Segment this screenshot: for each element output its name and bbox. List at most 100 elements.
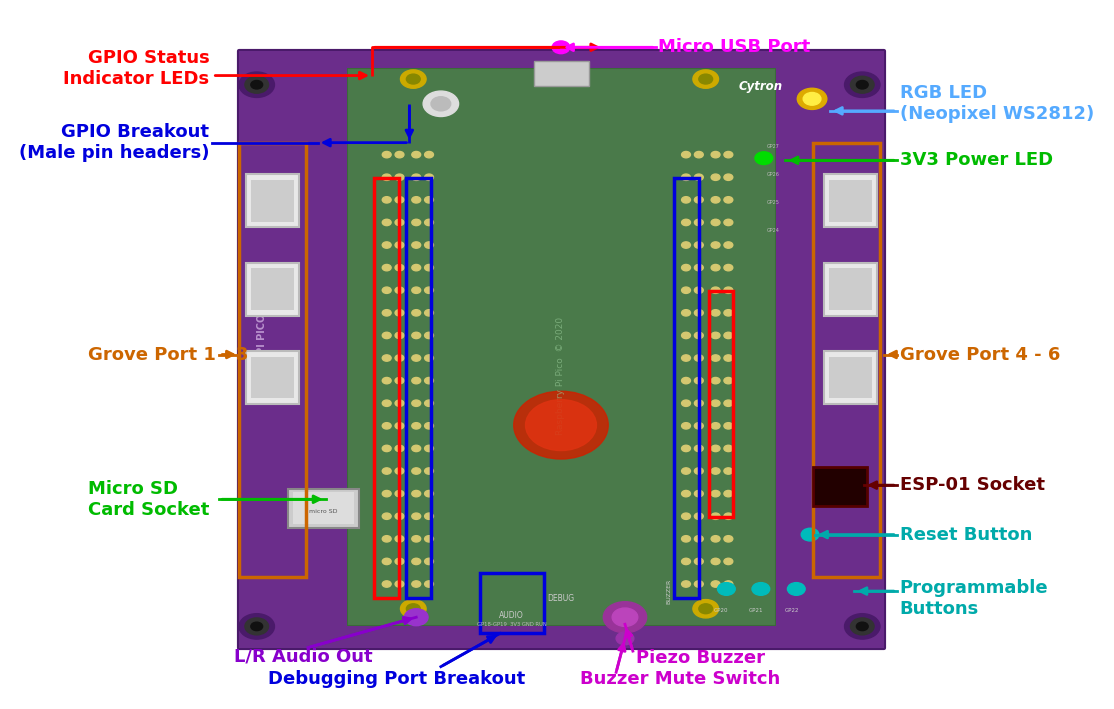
- Bar: [775, 51, 883, 647]
- Circle shape: [395, 377, 404, 384]
- Circle shape: [711, 468, 720, 474]
- Circle shape: [382, 468, 391, 474]
- Bar: [674, 178, 698, 598]
- Text: AUDIO: AUDIO: [499, 611, 524, 620]
- Circle shape: [424, 287, 433, 294]
- Circle shape: [412, 287, 421, 294]
- Circle shape: [724, 558, 733, 564]
- Circle shape: [395, 468, 404, 474]
- Circle shape: [424, 264, 433, 271]
- Text: Raspberry Pi Pico  © 2020: Raspberry Pi Pico © 2020: [557, 317, 566, 435]
- Circle shape: [724, 333, 733, 339]
- Circle shape: [424, 535, 433, 542]
- Bar: [824, 174, 877, 228]
- Bar: [251, 268, 294, 310]
- Circle shape: [694, 333, 703, 339]
- Circle shape: [682, 174, 691, 180]
- Bar: [813, 467, 867, 506]
- Circle shape: [711, 423, 720, 429]
- Circle shape: [694, 310, 703, 316]
- Circle shape: [412, 535, 421, 542]
- Bar: [829, 357, 872, 398]
- Circle shape: [694, 219, 703, 225]
- Circle shape: [694, 423, 703, 429]
- Bar: [374, 178, 399, 598]
- Text: RGB LED
(Neopixel WS2812): RGB LED (Neopixel WS2812): [900, 84, 1094, 123]
- Bar: [293, 492, 354, 524]
- Circle shape: [431, 96, 451, 111]
- Circle shape: [694, 152, 703, 158]
- Circle shape: [694, 174, 703, 180]
- Circle shape: [424, 196, 433, 203]
- Circle shape: [382, 400, 391, 406]
- Text: GPIO Breakout
(Male pin headers): GPIO Breakout (Male pin headers): [19, 123, 209, 162]
- Bar: [348, 626, 775, 647]
- Text: GP26: GP26: [768, 172, 780, 177]
- Circle shape: [711, 219, 720, 225]
- Circle shape: [694, 196, 703, 203]
- Circle shape: [694, 354, 703, 361]
- Circle shape: [857, 623, 868, 630]
- Circle shape: [711, 242, 720, 248]
- Circle shape: [404, 609, 428, 625]
- Text: 3V3 Power LED: 3V3 Power LED: [900, 151, 1053, 169]
- Circle shape: [407, 74, 420, 84]
- Circle shape: [382, 535, 391, 542]
- Circle shape: [682, 354, 691, 361]
- Bar: [829, 268, 872, 310]
- Circle shape: [711, 558, 720, 564]
- Circle shape: [698, 604, 713, 614]
- Circle shape: [395, 558, 404, 564]
- Circle shape: [424, 242, 433, 248]
- Circle shape: [724, 354, 733, 361]
- Circle shape: [424, 581, 433, 587]
- Circle shape: [711, 400, 720, 406]
- Circle shape: [395, 242, 404, 248]
- Circle shape: [724, 445, 733, 452]
- Circle shape: [245, 618, 268, 635]
- Bar: [289, 489, 359, 527]
- Circle shape: [382, 423, 391, 429]
- Circle shape: [395, 333, 404, 339]
- Circle shape: [240, 72, 274, 97]
- Circle shape: [251, 81, 263, 89]
- Text: GP22: GP22: [785, 608, 800, 613]
- Circle shape: [424, 558, 433, 564]
- Circle shape: [604, 602, 646, 632]
- Circle shape: [752, 583, 770, 596]
- Circle shape: [395, 423, 404, 429]
- Circle shape: [694, 513, 703, 520]
- Circle shape: [682, 445, 691, 452]
- Text: Debugging Port Breakout: Debugging Port Breakout: [268, 671, 525, 688]
- Bar: [813, 143, 880, 577]
- Circle shape: [711, 377, 720, 384]
- Bar: [824, 351, 877, 404]
- Text: ESP-01 Socket: ESP-01 Socket: [900, 476, 1045, 494]
- Circle shape: [412, 468, 421, 474]
- Circle shape: [711, 445, 720, 452]
- Circle shape: [788, 583, 805, 596]
- Circle shape: [613, 608, 638, 626]
- Circle shape: [424, 219, 433, 225]
- Circle shape: [682, 491, 691, 497]
- Circle shape: [424, 468, 433, 474]
- Circle shape: [844, 72, 880, 97]
- Bar: [242, 53, 881, 645]
- Circle shape: [412, 333, 421, 339]
- Circle shape: [382, 513, 391, 520]
- Circle shape: [711, 333, 720, 339]
- Circle shape: [412, 242, 421, 248]
- Text: MAKER PI PICO: MAKER PI PICO: [256, 313, 266, 396]
- Circle shape: [424, 174, 433, 180]
- Text: micro SD: micro SD: [310, 509, 338, 514]
- Circle shape: [682, 264, 691, 271]
- Circle shape: [682, 423, 691, 429]
- Circle shape: [724, 468, 733, 474]
- Bar: [829, 180, 872, 222]
- Circle shape: [682, 310, 691, 316]
- Circle shape: [798, 88, 827, 109]
- Circle shape: [724, 264, 733, 271]
- Circle shape: [382, 558, 391, 564]
- Text: L/R Audio Out: L/R Audio Out: [234, 648, 372, 666]
- Bar: [348, 51, 775, 69]
